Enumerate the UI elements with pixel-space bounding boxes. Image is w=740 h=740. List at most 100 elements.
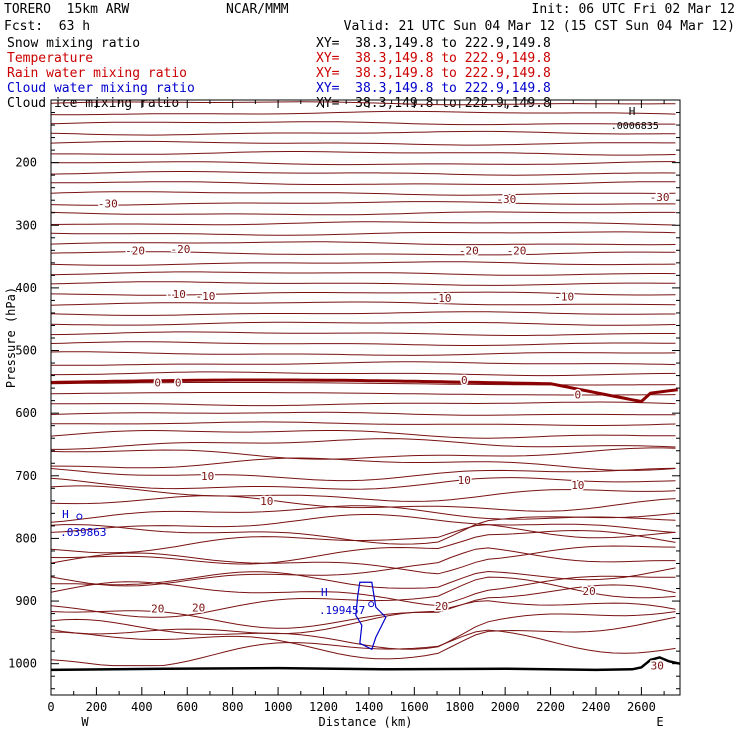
temperature-label: 10 [458,474,471,487]
cloud-water-max-marker: H [321,586,328,599]
y-tick-label: 200 [15,156,37,170]
x-tick-label: 1200 [309,700,338,714]
isotherm-line [50,529,676,565]
temperature-label: 20 [192,601,205,614]
x-tick-label: 1400 [354,700,383,714]
temperature-label: 0 [154,376,161,389]
isotherm-line [50,171,676,176]
isotherm-line [50,382,676,386]
y-tick-label: 500 [15,344,37,358]
isotherm-line [50,121,676,126]
isotherm-line [50,447,676,460]
isotherm-line [50,231,676,236]
isotherm-line [50,321,676,326]
isotherm-line [50,241,676,246]
isotherm-line [50,361,676,366]
isotherm-line [50,505,676,523]
isotherm-line [50,524,676,554]
isotherm-line [51,371,676,377]
isotherm-line [50,291,676,296]
temperature-label: 20 [151,603,164,616]
isotherm-line [50,512,676,545]
y-tick-label: 600 [15,406,37,420]
y-axis-title: Pressure (hPa) [4,287,18,388]
cloud-water-contour [76,513,83,520]
temperature-label: -10 [432,292,452,305]
isotherm-line [50,161,676,166]
isotherm-line [50,467,676,482]
isotherm-line [50,477,676,490]
legend-name-3: Cloud water mixing ratio [7,81,195,96]
plot-frame [50,99,681,696]
isotherm-line [50,495,676,512]
isotherm-line [50,301,676,306]
x-tick-label: 200 [86,700,108,714]
temperature-label: -30 [496,193,516,206]
temperature-label: -20 [507,244,527,257]
cloud-water-contour [355,581,387,651]
isotherm-line [50,110,676,116]
temperature-label: -10 [166,288,186,301]
temperature-label: -30 [650,191,670,204]
temperature-label: 30 [651,660,664,673]
isotherm-line [50,576,676,618]
cloud-water-contour [368,601,375,608]
temperature-label: -30 [98,197,118,210]
center-label: NCAR/MMM [226,2,289,17]
isotherm-line [51,151,676,156]
isotherm-line [51,457,676,471]
isotherm-line [50,201,676,206]
legend-xy-3: XY= 38.3,149.8 to 222.9,149.8 [316,81,551,96]
isotherm-line [50,281,676,286]
isotherm-line [50,392,676,396]
isotherm-line [51,421,676,426]
isotherm-line [50,211,676,216]
isotherm-line [50,411,676,416]
isotherm-line [51,401,676,407]
legend-xy-1: XY= 38.3,149.8 to 222.9,149.8 [316,51,551,66]
isotherm-line [50,221,676,226]
x-tick-label: 2400 [582,700,611,714]
isotherm-line [50,101,676,106]
legend-xy-0: XY= 38.3,149.8 to 222.9,149.8 [316,36,551,51]
x-end-label-east: E [656,715,663,729]
isotherm-line [51,181,676,185]
isotherm-line [50,600,676,635]
y-tick-label: 1000 [8,657,37,671]
model-title: TORERO 15km ARW [4,2,130,17]
temperature-label: 20 [583,585,596,598]
y-tick-label: 300 [15,218,37,232]
y-tick-label: 700 [15,469,37,483]
init-time: Init: 06 UTC Fri 02 Mar 12 [531,2,736,17]
temperature-label: -20 [125,244,145,257]
isotherm-line [50,545,676,575]
isotherm-line [50,616,676,660]
valid-time: Valid: 21 UTC Sun 04 Mar 12 (15 CST Sun … [343,19,735,34]
isotherm-line [50,311,676,316]
isotherm-line [50,514,676,533]
y-tick-label: 400 [15,281,37,295]
x-tick-label: 400 [131,700,153,714]
isotherm-line [50,261,676,266]
isotherm-line [50,130,676,136]
temperature-label: 0 [575,388,582,401]
legend-xy-2: XY= 38.3,149.8 to 222.9,149.8 [316,66,551,81]
x-tick-label: 0 [47,700,54,714]
isotherm-line [50,584,676,629]
isotherm-line [50,331,676,336]
temperature-label: -10 [195,290,215,303]
legend-name-0: Snow mixing ratio [7,36,141,51]
temperature-label: -10 [554,291,574,304]
isotherm-line [50,429,676,439]
x-tick-label: 1600 [400,700,429,714]
temperature-label: -20 [459,244,479,257]
temperature-label: 10 [201,470,214,483]
isotherm-line [50,485,676,502]
isotherm-line [50,575,676,607]
x-axis-title: Distance (km) [319,715,413,729]
isotherm-line [50,547,676,587]
isotherm-line [51,438,676,450]
isotherm-line [50,140,676,146]
x-tick-label: 1800 [445,700,474,714]
